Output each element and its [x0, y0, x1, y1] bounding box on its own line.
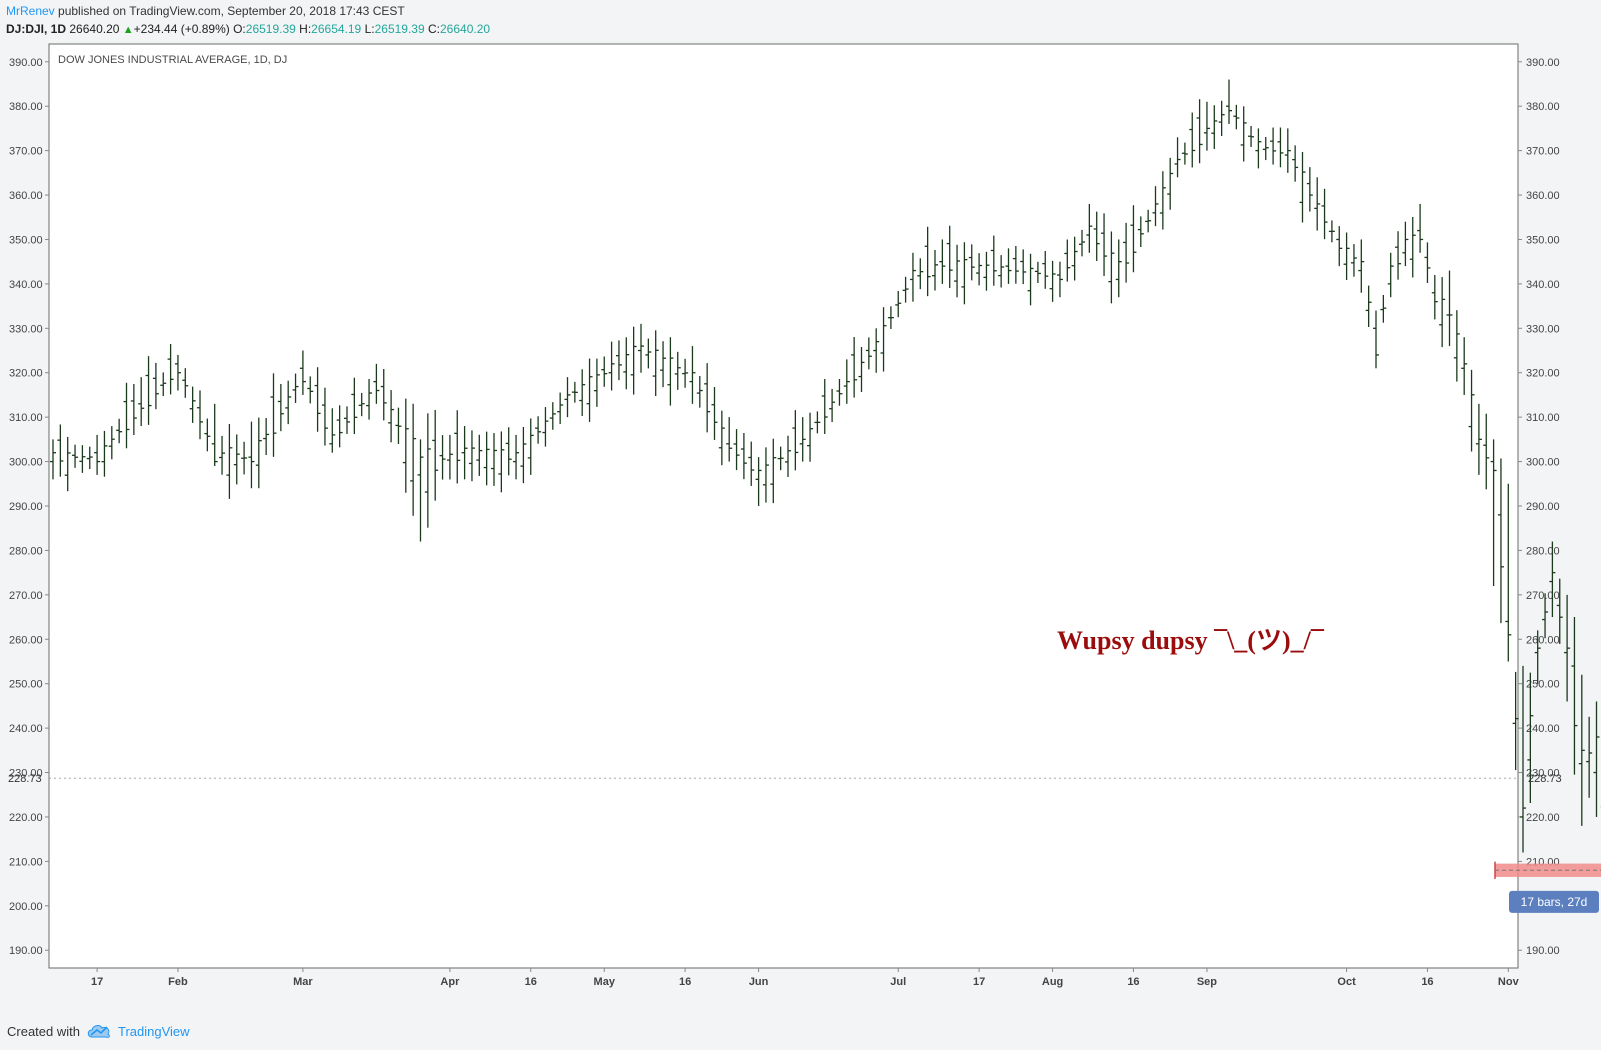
- price-tag-left: 228.73: [8, 773, 42, 785]
- x-tick-label: Jun: [749, 976, 769, 988]
- y-tick-label: 200.00: [9, 901, 43, 913]
- y-tick-label: 280.00: [1526, 545, 1560, 557]
- x-tick-label: 17: [91, 976, 103, 988]
- plot-area[interactable]: [48, 43, 1519, 969]
- y-tick-label: 330.00: [9, 323, 43, 335]
- y-tick-label: 310.00: [9, 412, 43, 424]
- y-tick-label: 300.00: [9, 457, 43, 469]
- close-label: C:: [428, 22, 440, 36]
- y-tick-label: 190.00: [1526, 945, 1560, 957]
- price-tag-right: 228.73: [1528, 773, 1562, 785]
- x-axis[interactable]: 17 Feb Mar Apr 16 May 16 Jun Jul 17 Aug 16 Sep Oct 16 N…: [91, 968, 1520, 988]
- y-tick-label: 220.00: [9, 812, 43, 824]
- ohlc-bars: [50, 79, 1601, 853]
- y-tick-label: 350.00: [1526, 234, 1560, 246]
- x-tick-label: May: [594, 976, 616, 988]
- y-tick-label: 230.00: [1526, 768, 1560, 780]
- up-arrow-icon: ▲: [122, 24, 134, 36]
- y-tick-label: 370.00: [1526, 146, 1560, 158]
- x-tick-label: 16: [525, 976, 537, 988]
- tradingview-link[interactable]: TradingView: [118, 1024, 190, 1039]
- y-tick-label: 260.00: [9, 634, 43, 646]
- y-tick-label: 270.00: [1526, 590, 1560, 602]
- author-link[interactable]: MrRenev: [6, 4, 55, 18]
- open-label: O:: [233, 22, 246, 36]
- chart-title: DOW JONES INDUSTRIAL AVERAGE, 1D, DJ: [58, 54, 287, 66]
- published-text: published on TradingView.com, September …: [58, 4, 405, 18]
- y-tick-label: 230.00: [9, 768, 43, 780]
- price-chart[interactable]: DOW JONES INDUSTRIAL AVERAGE, 1D, DJ 190…: [0, 42, 1601, 1008]
- measure-badge[interactable]: [1509, 890, 1599, 913]
- y-tick-label: 350.00: [9, 234, 43, 246]
- annotation-text: Wupsy dupsy ¯\_(ツ)_/¯: [1057, 626, 1325, 655]
- y-tick-label: 370.00: [9, 146, 43, 158]
- publish-line: MrRenev published on TradingView.com, Se…: [6, 4, 405, 18]
- footer: Created with TradingView: [0, 1012, 1601, 1050]
- y-tick-label: 340.00: [9, 279, 43, 291]
- current-price-markers: 228.73 228.73: [8, 773, 1562, 785]
- open-value: 26519.39: [245, 22, 296, 36]
- y-tick-label: 260.00: [1526, 634, 1560, 646]
- x-tick-label: Mar: [293, 976, 313, 988]
- high-value: 26654.19: [311, 22, 362, 36]
- price-change: +234.44 (+0.89%): [133, 22, 230, 36]
- x-tick-label: 16: [1127, 976, 1139, 988]
- y-tick-label: 300.00: [1526, 457, 1560, 469]
- x-tick-label: 16: [679, 976, 691, 988]
- y-axis-right[interactable]: 190.00200.00210.00220.00230.00240.00250.…: [1518, 57, 1560, 957]
- y-tick-label: 320.00: [1526, 368, 1560, 380]
- y-tick-label: 290.00: [9, 501, 43, 513]
- x-tick-label: Nov: [1498, 976, 1520, 988]
- y-tick-label: 310.00: [1526, 412, 1560, 424]
- y-tick-label: 360.00: [9, 190, 43, 202]
- y-tick-label: 220.00: [1526, 812, 1560, 824]
- y-tick-label: 290.00: [1526, 501, 1560, 513]
- y-tick-label: 380.00: [9, 101, 43, 113]
- y-tick-label: 390.00: [1526, 57, 1560, 69]
- y-tick-label: 330.00: [1526, 323, 1560, 335]
- high-label: H:: [299, 22, 312, 36]
- tradingview-cloud-icon: [86, 1022, 112, 1043]
- y-tick-label: 240.00: [9, 723, 43, 735]
- last-price: 26640.20: [69, 22, 120, 36]
- x-tick-label: Feb: [168, 976, 188, 988]
- x-tick-label: Apr: [440, 976, 460, 988]
- low-value: 26519.39: [374, 22, 425, 36]
- y-tick-label: 280.00: [9, 545, 43, 557]
- y-tick-label: 250.00: [9, 679, 43, 691]
- y-tick-label: 240.00: [1526, 723, 1560, 735]
- y-tick-label: 320.00: [9, 368, 43, 380]
- x-tick-label: Jul: [890, 976, 906, 988]
- x-tick-label: 17: [973, 976, 985, 988]
- measure-badge-label: 17 bars, 27d: [1521, 895, 1588, 909]
- date-range-measure[interactable]: 17 bars, 27d: [1494, 861, 1601, 913]
- y-tick-label: 360.00: [1526, 190, 1560, 202]
- y-tick-label: 340.00: [1526, 279, 1560, 291]
- y-tick-label: 250.00: [1526, 679, 1560, 691]
- y-tick-label: 390.00: [9, 57, 43, 69]
- x-tick-label: 16: [1421, 976, 1433, 988]
- x-tick-label: Aug: [1042, 976, 1063, 988]
- y-axis-left[interactable]: 190.00 200.00 210.00 220.00 230.00 240.00 250.…: [9, 57, 49, 957]
- y-tick-label: 270.00: [9, 590, 43, 602]
- chart-header: MrRenev published on TradingView.com, Se…: [0, 0, 1601, 42]
- y-tick-label: 190.00: [9, 945, 43, 957]
- symbol-label: DJ:DJI, 1D: [6, 22, 67, 36]
- x-tick-label: Sep: [1197, 976, 1217, 988]
- created-with-text: Created with: [7, 1024, 80, 1039]
- close-value: 26640.20: [440, 22, 491, 36]
- y-tick-label: 210.00: [9, 856, 43, 868]
- low-label: L:: [364, 22, 375, 36]
- y-tick-label: 380.00: [1526, 101, 1560, 113]
- quote-line: DJ:DJI, 1D 26640.20 ▲+234.44 (+0.89%) O:…: [6, 22, 490, 36]
- x-tick-label: Oct: [1337, 976, 1356, 988]
